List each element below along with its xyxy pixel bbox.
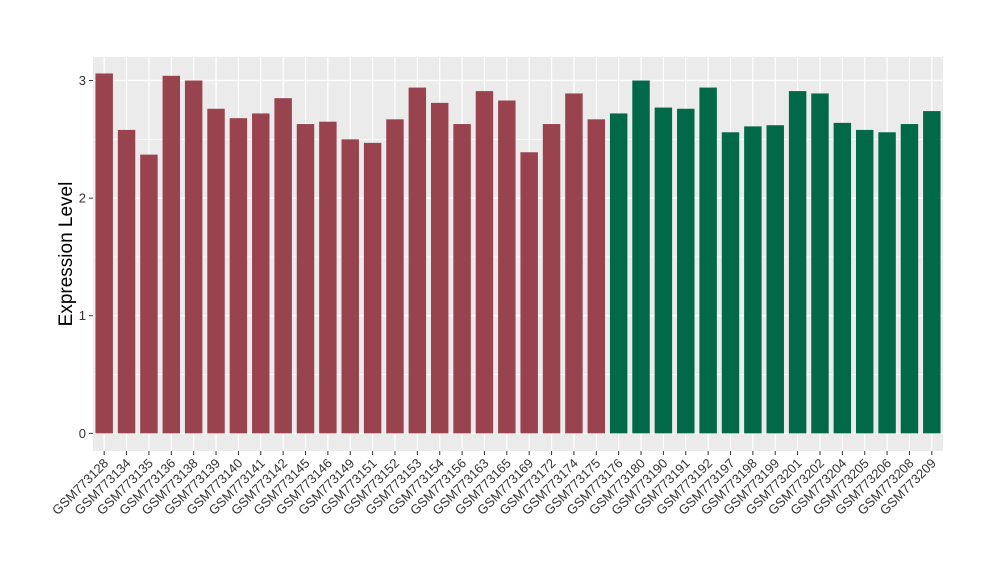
bar-GSM773145 — [296, 124, 315, 434]
y-axis: 0 1 2 3 — [79, 73, 93, 441]
bar-GSM773134 — [117, 129, 136, 434]
bar-GSM773180 — [632, 80, 650, 434]
y-tick-label: 3 — [79, 73, 86, 88]
bar-GSM773209 — [923, 111, 941, 434]
bar-GSM773153 — [408, 87, 427, 434]
bar-GSM773140 — [229, 118, 248, 434]
y-tick-label: 2 — [79, 191, 86, 206]
bar-GSM773172 — [542, 124, 561, 434]
bar-GSM773190 — [654, 107, 673, 434]
bar-GSM773139 — [207, 108, 225, 434]
bar-GSM773163 — [475, 91, 494, 434]
bar-GSM773141 — [252, 113, 270, 434]
bar-GSM773199 — [766, 125, 784, 434]
bar-GSM773149 — [341, 139, 359, 434]
bar-GSM773136 — [162, 75, 181, 434]
x-axis: GSM773128GSM773134GSM773135GSM773136GSM7… — [49, 451, 939, 518]
bar-GSM773138 — [184, 80, 203, 434]
bar-GSM773192 — [699, 87, 717, 434]
bar-GSM773152 — [386, 119, 404, 434]
bar-GSM773208 — [900, 124, 919, 434]
bar-GSM773197 — [721, 132, 740, 434]
bar-GSM773165 — [498, 100, 516, 434]
bar-GSM773151 — [363, 142, 382, 434]
bar-GSM773191 — [677, 108, 695, 434]
bar-GSM773202 — [811, 93, 829, 434]
y-axis-title: Expression Level — [56, 182, 77, 327]
bar-GSM773146 — [319, 121, 337, 434]
bar-GSM773135 — [140, 154, 158, 434]
bar-GSM773176 — [609, 113, 628, 434]
bar-GSM773204 — [833, 122, 852, 434]
bar-GSM773205 — [855, 129, 874, 434]
y-tick-label: 1 — [79, 308, 86, 323]
bar-GSM773198 — [744, 126, 762, 434]
bar-GSM773169 — [520, 152, 538, 434]
bar-GSM773128 — [95, 73, 113, 434]
bars — [95, 73, 941, 434]
y-tick-label: 0 — [79, 426, 86, 441]
bar-GSM773142 — [274, 98, 292, 434]
bar-GSM773154 — [430, 102, 449, 434]
bar-GSM773175 — [587, 119, 606, 434]
bar-GSM773201 — [788, 91, 807, 434]
bar-GSM773156 — [453, 124, 471, 434]
bar-GSM773174 — [565, 93, 583, 434]
bar-GSM773206 — [878, 132, 896, 434]
